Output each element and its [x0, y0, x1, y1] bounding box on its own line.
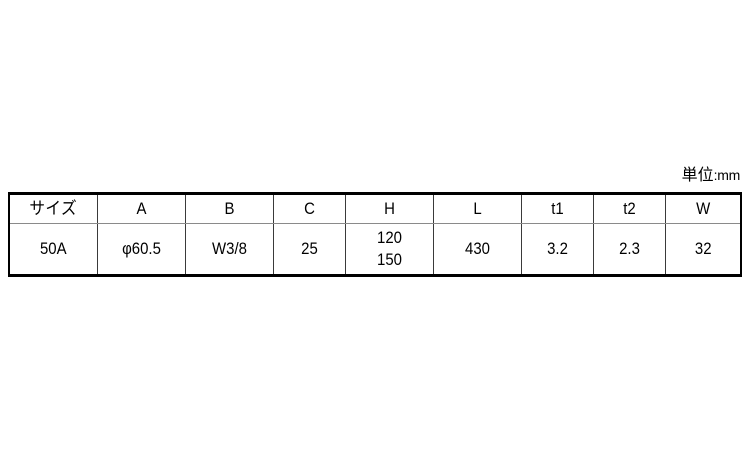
- column-header-t2-label: t2: [622, 199, 636, 219]
- unit-note-separator: :: [713, 167, 718, 183]
- cell-a: φ60.5: [96, 223, 186, 277]
- cell-size-value: 50A: [39, 239, 67, 259]
- column-header-h-label: H: [383, 199, 395, 219]
- cell-c: 25: [272, 223, 346, 277]
- cell-c-value: 25: [300, 239, 318, 259]
- column-header-c-label: C: [303, 199, 315, 219]
- table-header-row: サイズ A B C H L t1: [8, 192, 742, 224]
- cell-w-value: 32: [694, 239, 712, 259]
- column-header-size-label: サイズ: [29, 199, 78, 219]
- cell-h: 120 150: [344, 223, 434, 277]
- cell-b-value: W3/8: [211, 239, 247, 259]
- column-header-size: サイズ: [8, 192, 98, 224]
- unit-note: 単位:mm: [8, 167, 741, 184]
- column-header-b: B: [184, 192, 274, 224]
- cell-a-value: φ60.5: [121, 239, 161, 259]
- column-header-l-label: L: [472, 199, 482, 219]
- column-header-c: C: [272, 192, 346, 224]
- specification-table: サイズ A B C H L t1: [8, 192, 742, 277]
- cell-size: 50A: [8, 223, 98, 277]
- unit-note-label: 単位: [681, 167, 714, 184]
- column-header-a-label: A: [136, 199, 146, 219]
- cell-h-value-line2: 150: [376, 250, 402, 269]
- cell-l: 430: [432, 223, 522, 277]
- column-header-t1-label: t1: [550, 199, 564, 219]
- column-header-t2: t2: [592, 192, 666, 224]
- column-header-t1: t1: [520, 192, 594, 224]
- column-header-a: A: [96, 192, 186, 224]
- cell-b: W3/8: [184, 223, 274, 277]
- column-header-b-label: B: [224, 199, 234, 219]
- cell-l-value: 430: [464, 239, 490, 259]
- cell-h-value-stack: 120 150: [346, 227, 433, 271]
- column-header-w: W: [664, 192, 742, 224]
- cell-h-value-line1: 120: [376, 227, 402, 247]
- cell-t1: 3.2: [520, 223, 594, 277]
- cell-t2: 2.3: [592, 223, 666, 277]
- cell-w: 32: [664, 223, 742, 277]
- unit-note-value: mm: [717, 167, 740, 183]
- cell-t2-value: 2.3: [618, 239, 640, 259]
- table-row: 50A φ60.5 W3/8 25 120 150: [8, 223, 742, 277]
- column-header-h: H: [344, 192, 434, 224]
- column-header-l: L: [432, 192, 522, 224]
- column-header-w-label: W: [695, 199, 710, 219]
- cell-t1-value: 3.2: [546, 239, 568, 259]
